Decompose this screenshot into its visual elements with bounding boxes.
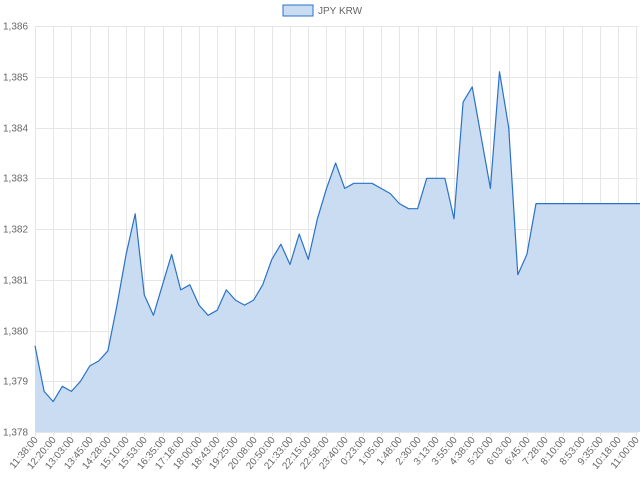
legend-swatch[interactable] <box>282 4 314 17</box>
y-tick-label: 1,379 <box>3 377 28 388</box>
x-axis: 11:38:0012:20:0013:03:0013:45:0014:28:00… <box>8 435 640 472</box>
legend-label[interactable]: JPY KRW <box>318 6 363 17</box>
y-tick-label: 1,385 <box>3 73 28 84</box>
series-area <box>34 71 640 432</box>
series-line[interactable] <box>34 71 640 403</box>
series-fill <box>35 71 640 432</box>
y-tick-label: 1,378 <box>3 428 28 439</box>
y-tick-label: 1,381 <box>3 276 28 287</box>
y-axis: 1,378 1,379 1,380 1,381 1,382 1,383 1,384 1,385… <box>3 22 28 439</box>
y-tick-label: 1,384 <box>3 124 28 135</box>
y-tick-label: 1,386 <box>3 22 28 33</box>
legend[interactable]: JPY KRW <box>282 4 363 17</box>
y-tick-label: 1,382 <box>3 225 28 236</box>
y-tick-label: 1,383 <box>3 174 28 185</box>
y-tick-label: 1,380 <box>3 327 28 338</box>
